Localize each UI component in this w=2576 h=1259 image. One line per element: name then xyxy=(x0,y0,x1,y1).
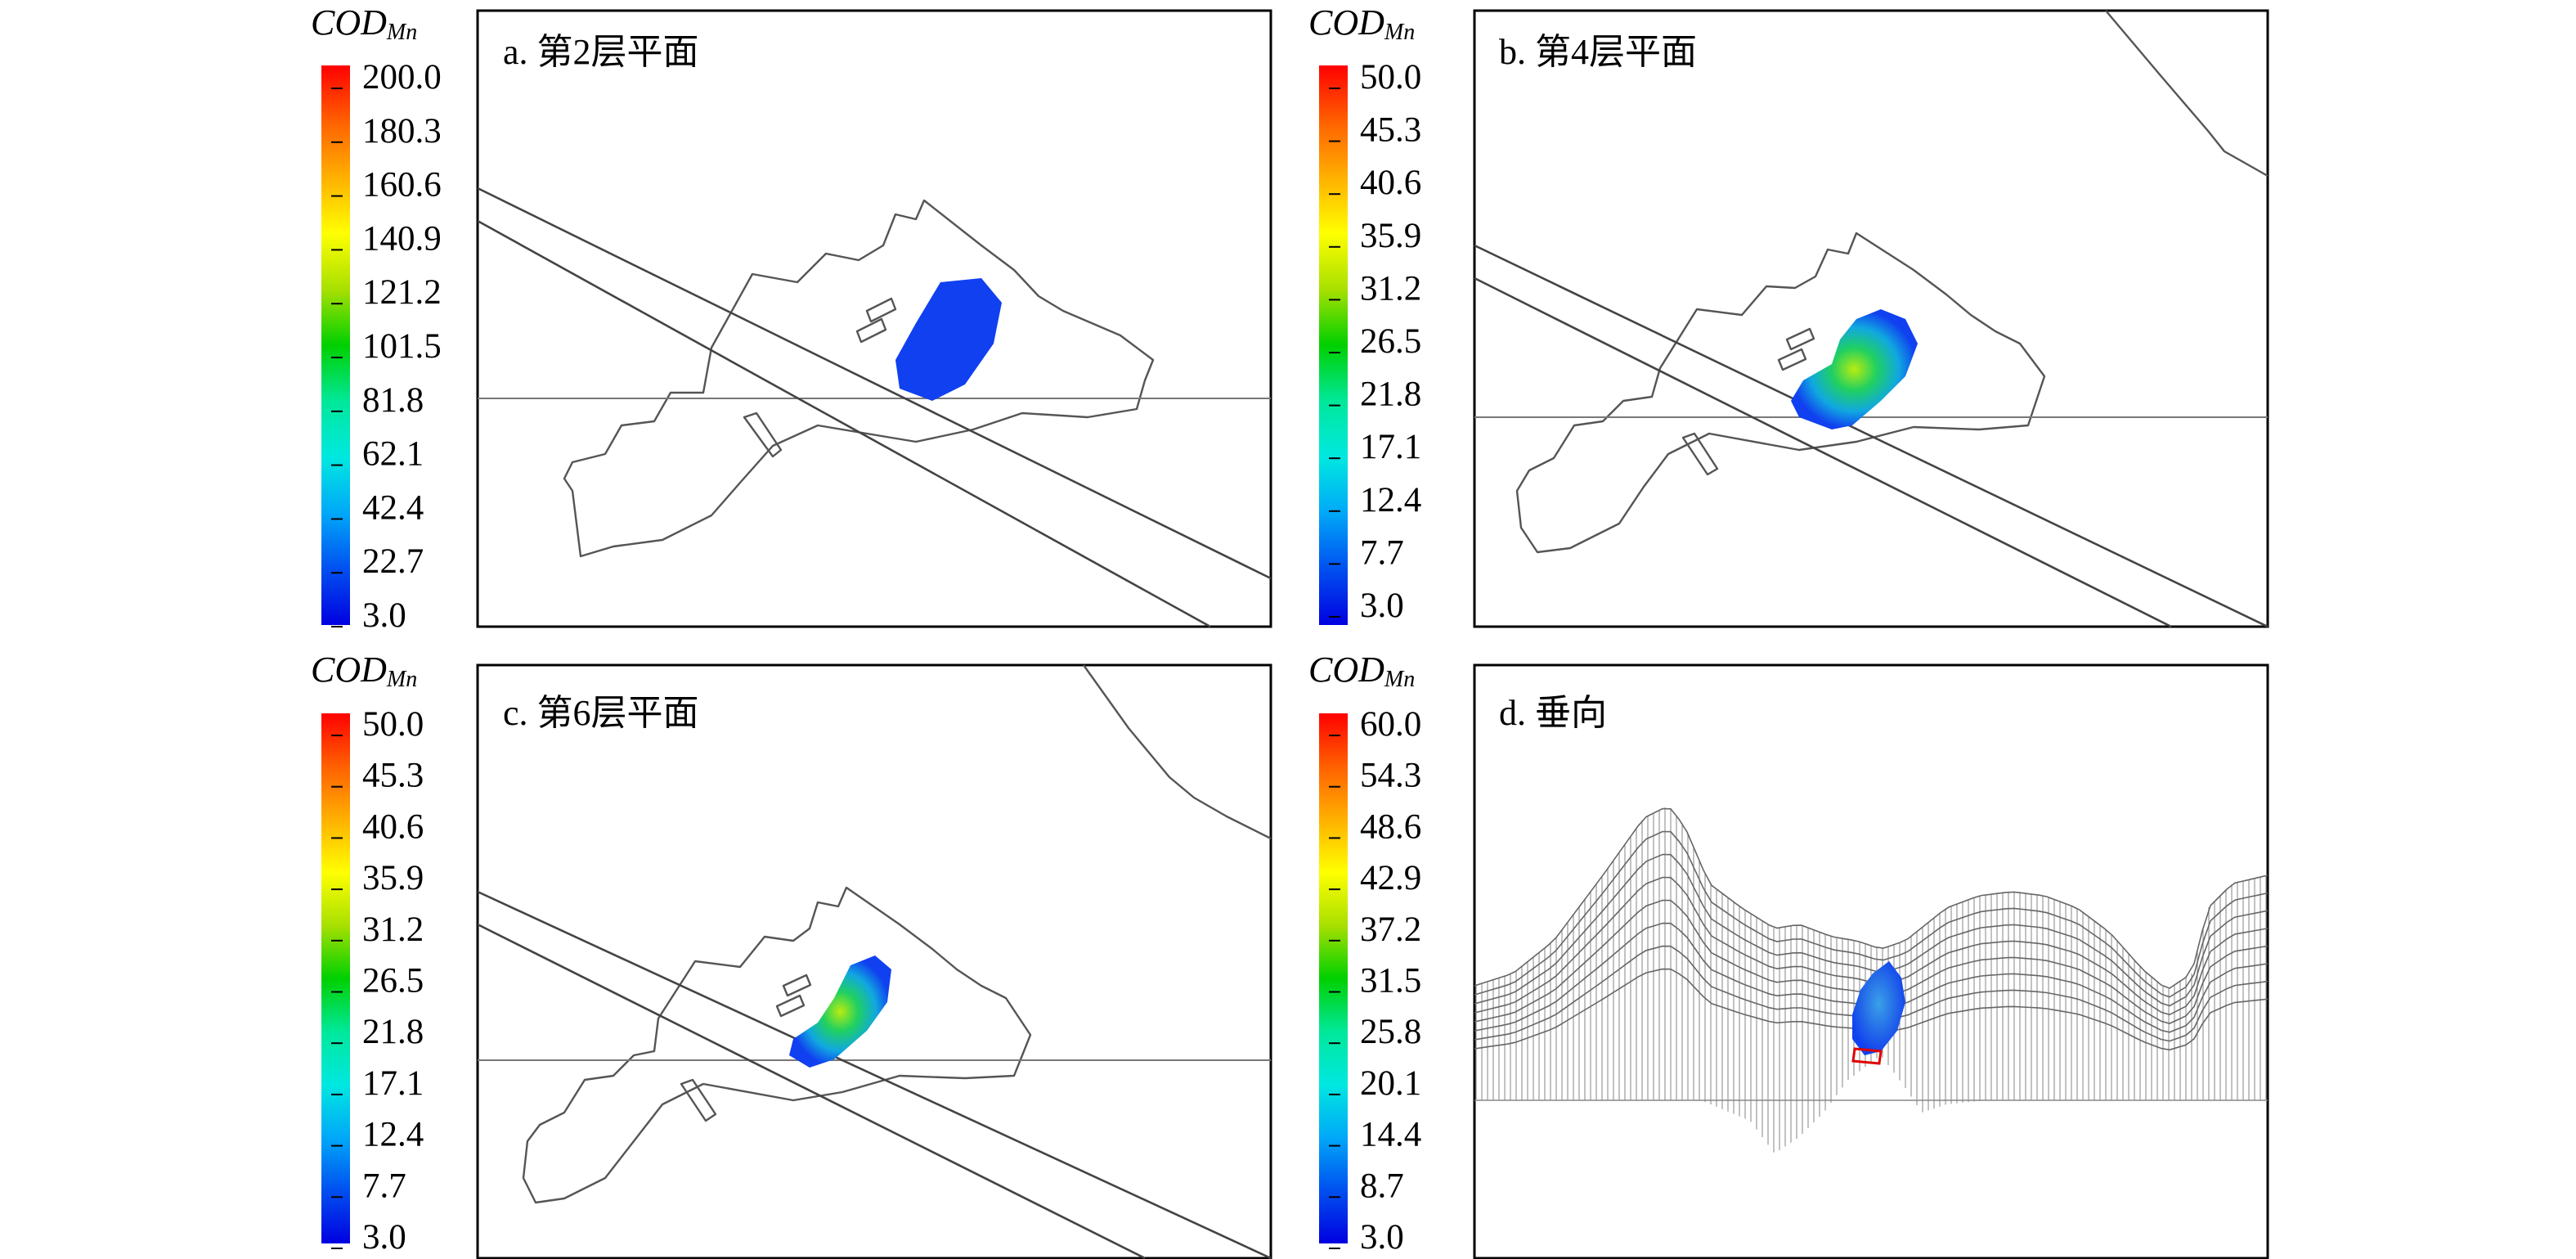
colorbar-label: 40.6 xyxy=(362,807,424,846)
pollution-plume xyxy=(1791,309,1918,429)
panel-title: d. 垂向 xyxy=(1499,693,1607,733)
colorbar-label: 160.6 xyxy=(362,166,442,205)
colorbar-label: 8.7 xyxy=(1360,1167,1404,1205)
colorbar-label: 180.3 xyxy=(362,112,442,151)
pollution-plume xyxy=(895,278,1002,401)
colorbar-label: 62.1 xyxy=(362,435,424,474)
colorbar-label: 3.0 xyxy=(1360,587,1404,625)
map-frame xyxy=(476,663,1272,1259)
site-outline xyxy=(1515,232,2046,554)
panel-d: CODMn 60.0 54.3 48.6 42.9 37.2 31.5 25.8 20.1 14… xyxy=(1308,650,2269,1259)
colorbar-label: 7.7 xyxy=(1360,533,1404,572)
panel-c: CODMn 50.0 45.3 40.6 35.9 31.2 26.5 21.8 17.1 12… xyxy=(311,650,1272,1259)
colorbar-label: 200.0 xyxy=(362,58,442,97)
colorbar-label: 25.8 xyxy=(1360,1013,1421,1051)
map-frame xyxy=(1473,9,2269,628)
colorbar xyxy=(1319,713,1348,1243)
boundary-line xyxy=(1083,664,1272,840)
colorbar xyxy=(321,713,350,1243)
map-frame xyxy=(1473,663,2269,1259)
colorbar-label: 37.2 xyxy=(1360,911,1421,949)
road xyxy=(1474,244,2269,628)
colorbar-ticks: 50.0 45.3 40.6 35.9 31.2 26.5 21.8 17.1 12.4 7.7 3… xyxy=(1329,58,1421,625)
colorbar-label: 17.1 xyxy=(362,1064,424,1103)
colorbar-label: 42.9 xyxy=(1360,859,1421,897)
colorbar-label: 121.2 xyxy=(362,273,442,312)
colorbar-label: 3.0 xyxy=(362,596,406,635)
colorbar xyxy=(321,65,350,625)
colorbar-label: 40.6 xyxy=(1360,164,1421,202)
site-outline xyxy=(563,199,1155,558)
pollution-plume xyxy=(1852,961,1905,1055)
colorbar-label: 22.7 xyxy=(362,542,424,581)
boundary-line xyxy=(2105,10,2269,178)
colorbar-label: 17.1 xyxy=(1360,428,1421,466)
panel-title: c. 第6层平面 xyxy=(503,693,699,733)
colorbar-label: 54.3 xyxy=(1360,757,1421,795)
colorbar-label: 45.3 xyxy=(1360,111,1421,150)
colorbar-label: 50.0 xyxy=(362,705,424,744)
panel-title: b. 第4层平面 xyxy=(1499,32,1697,72)
colorbar-label: 12.4 xyxy=(362,1116,424,1154)
colorbar-label: 12.4 xyxy=(1360,481,1421,519)
panel-a: CODMn 200.0 180.3 160.6 140.9 121.2 101.5 81.8… xyxy=(311,2,1272,635)
colorbar-label: 21.8 xyxy=(362,1013,424,1051)
colorbar-label: 35.9 xyxy=(362,859,424,897)
colorbar-label: 35.9 xyxy=(1360,217,1421,255)
panel-title: a. 第2层平面 xyxy=(503,32,699,72)
colorbar-title: CODMn xyxy=(311,2,417,45)
colorbar-ticks: 200.0 180.3 160.6 140.9 121.2 101.5 81.8 62.1 42… xyxy=(331,58,442,635)
colorbar-label: 26.5 xyxy=(362,962,424,1000)
map-frame xyxy=(476,9,1272,628)
road xyxy=(477,890,1272,1259)
colorbar-label: 101.5 xyxy=(362,327,442,366)
colorbar-label: 3.0 xyxy=(1360,1218,1404,1257)
colorbar-label: 50.0 xyxy=(1360,58,1421,97)
colorbar-label: 14.4 xyxy=(1360,1116,1421,1154)
colorbar-label: 31.2 xyxy=(1360,269,1421,308)
colorbar-title: CODMn xyxy=(1308,650,1415,692)
colorbar-label: 31.2 xyxy=(362,911,424,949)
colorbar-label: 20.1 xyxy=(1360,1064,1421,1103)
colorbar-label: 31.5 xyxy=(1360,962,1421,1000)
colorbar-label: 42.4 xyxy=(362,488,424,527)
colorbar-ticks: 60.0 54.3 48.6 42.9 37.2 31.5 25.8 20.1 14.4 8.7 3… xyxy=(1329,705,1421,1257)
colorbar-label: 7.7 xyxy=(362,1167,406,1205)
source-marker xyxy=(1851,1047,1883,1065)
colorbar-title: CODMn xyxy=(1308,2,1415,45)
site-outline xyxy=(522,886,1032,1204)
colorbar xyxy=(1319,65,1348,625)
colorbar-label: 3.0 xyxy=(362,1218,406,1257)
panel-b: CODMn 50.0 45.3 40.6 35.9 31.2 26.5 21.8 17.1 12… xyxy=(1308,2,2269,628)
colorbar-label: 140.9 xyxy=(362,219,442,258)
colorbar-title: CODMn xyxy=(311,650,417,692)
colorbar-label: 26.5 xyxy=(1360,322,1421,361)
colorbar-label: 48.6 xyxy=(1360,807,1421,846)
road xyxy=(477,187,1272,628)
colorbar-ticks: 50.0 45.3 40.6 35.9 31.2 26.5 21.8 17.1 12.4 7.7 3… xyxy=(331,705,424,1257)
colorbar-label: 60.0 xyxy=(1360,705,1421,744)
pollution-plume xyxy=(789,955,891,1068)
colorbar-label: 81.8 xyxy=(362,381,424,420)
colorbar-label: 45.3 xyxy=(362,757,424,795)
colorbar-label: 21.8 xyxy=(1360,375,1421,414)
